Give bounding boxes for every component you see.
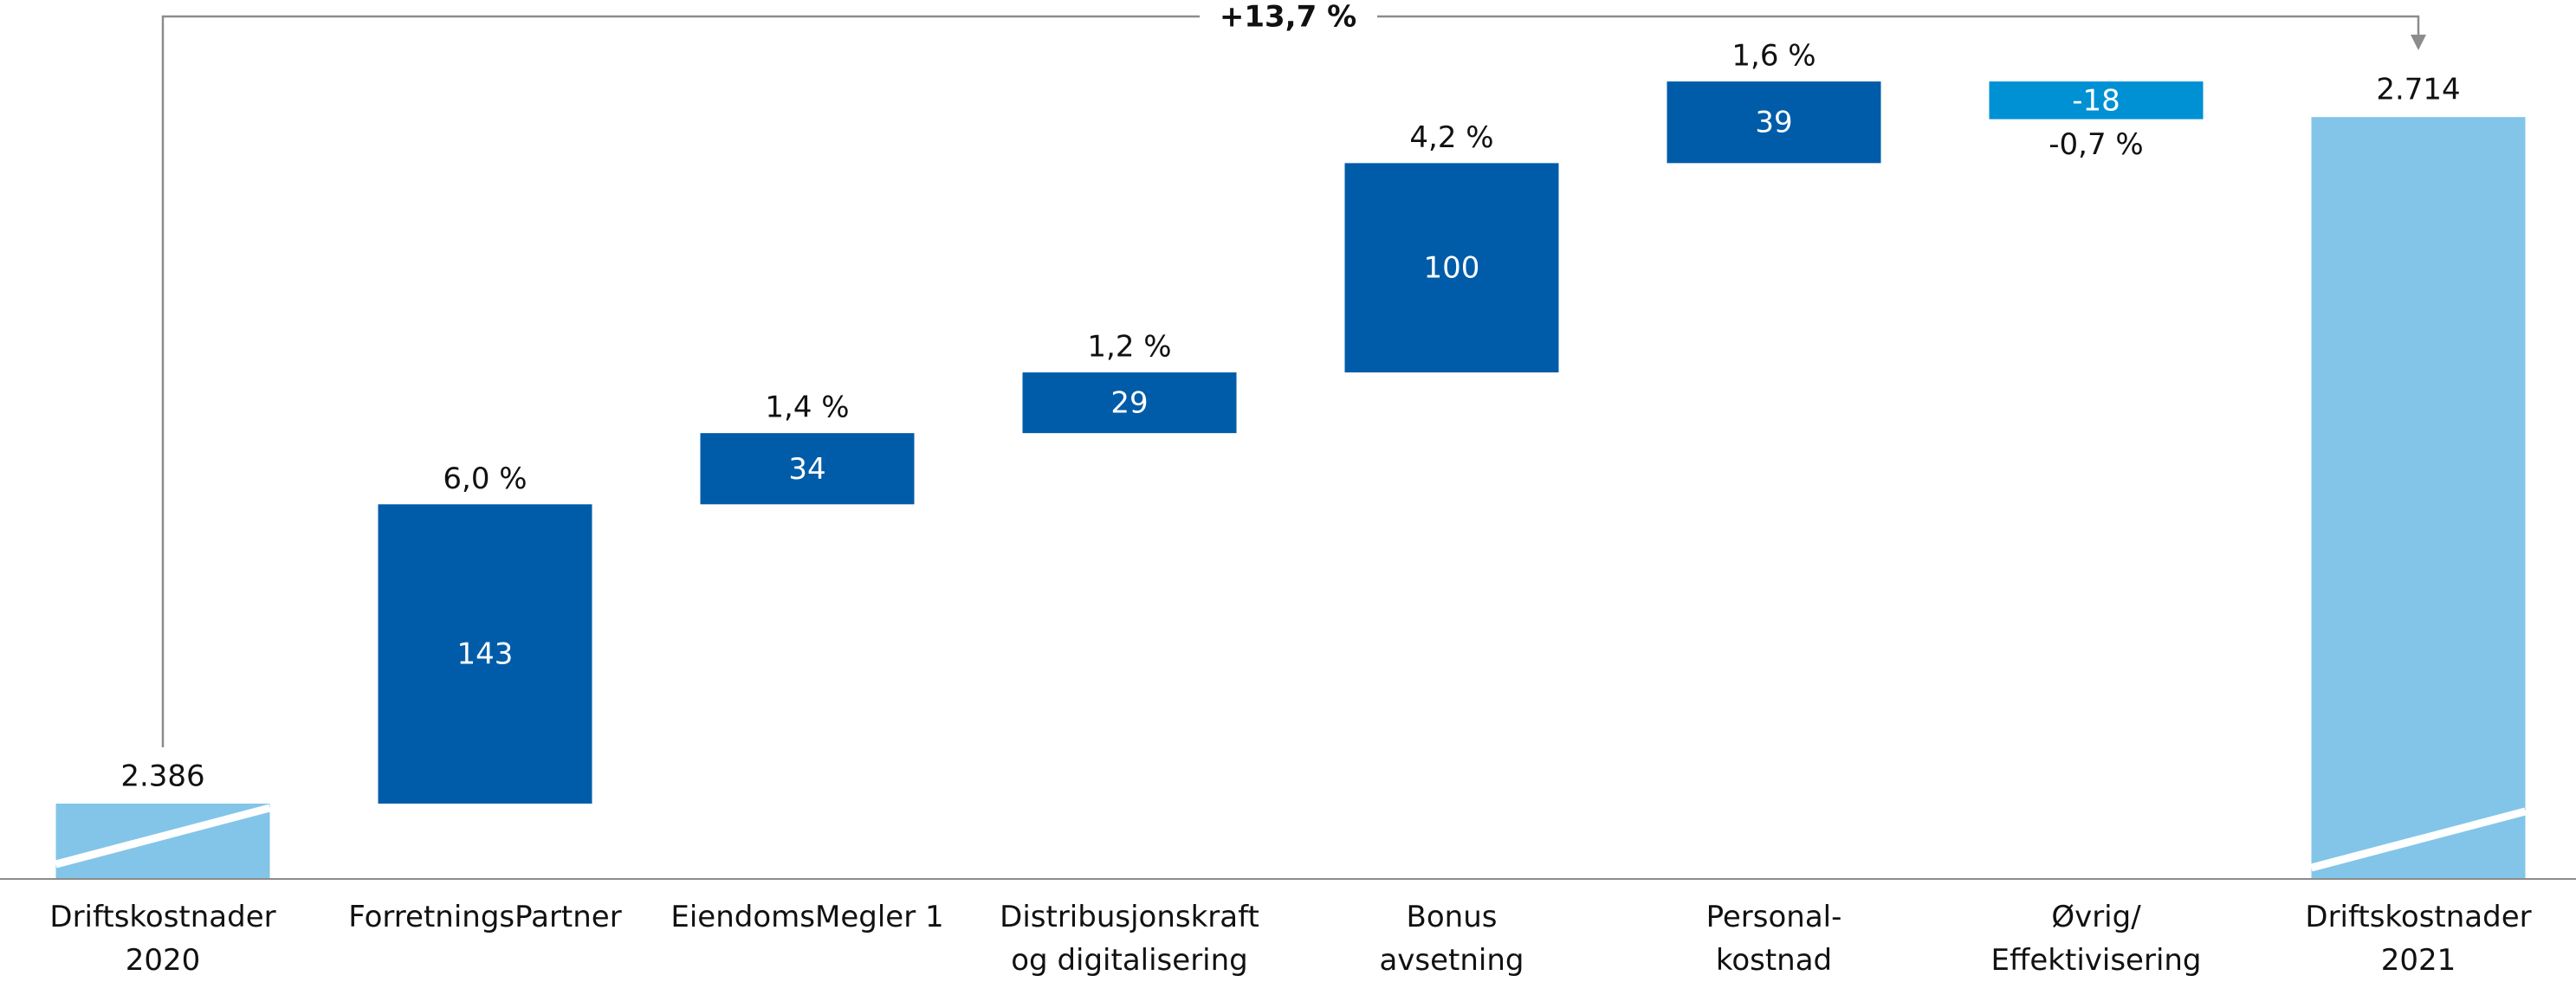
value-label: 2.386: [120, 759, 204, 793]
value-label: 39: [1755, 106, 1792, 140]
value-label: 2.714: [2376, 73, 2460, 107]
x-tick-label: Distribusjonskraft og digitalisering: [1000, 900, 1259, 978]
bracket-arrow: [2411, 35, 2426, 50]
change-label: 4,2 %: [1409, 120, 1493, 155]
change-label: -0,7 %: [2049, 127, 2143, 162]
bracket-line: [161, 15, 2420, 747]
delta-bar: [378, 504, 592, 804]
x-tick-label-line: Effektivisering: [1990, 943, 2201, 978]
x-tick-label-line: 2020: [126, 943, 201, 978]
x-tick-label-line: kostnad: [1716, 943, 1832, 978]
x-tick-label: Bonus avsetning: [1379, 900, 1524, 978]
x-tick-label: Driftskostnader 2021: [2305, 900, 2531, 978]
delta-bar: [1022, 372, 1237, 434]
total-change-bracket: [161, 15, 2426, 747]
x-tick-label-line: ForretningsPartner: [348, 900, 621, 934]
axis-break: [2310, 807, 2527, 872]
x-tick-label-line: Distribusjonskraft: [1000, 900, 1259, 934]
axis-break: [55, 804, 271, 869]
x-tick-label-line: Øvrig/: [2051, 900, 2141, 934]
change-label: 6,0 %: [443, 462, 527, 496]
x-tick-label: Øvrig/Effektivisering: [1990, 900, 2201, 978]
change-label: 1,4 %: [765, 391, 849, 425]
x-tick-label: ForretningsPartner: [348, 900, 621, 934]
delta-bar: [1667, 81, 1881, 164]
change-label: 1,6 %: [1731, 39, 1815, 74]
x-tick-label: EiendomsMegler 1: [670, 900, 943, 934]
x-tick-label: Driftskostnader 2020: [49, 900, 275, 978]
total-change-label: +13,7 %: [1220, 0, 1356, 35]
value-label: 34: [788, 452, 825, 487]
delta-bar: [700, 433, 915, 505]
x-tick-label-line: Bonus: [1407, 900, 1498, 934]
x-tick-label-line: 2021: [2381, 943, 2456, 978]
delta-bar: [1344, 163, 1559, 373]
x-tick-label-line: og digitalisering: [1011, 943, 1248, 978]
value-label: 143: [457, 637, 514, 672]
x-tick-label: Personal-kostnad: [1706, 900, 1842, 978]
value-label: 29: [1110, 386, 1148, 421]
value-label: -18: [2072, 83, 2120, 118]
change-label: 1,2 %: [1087, 330, 1171, 365]
delta-bar: [1989, 81, 2204, 120]
x-tick-label-line: Driftskostnader: [2305, 900, 2531, 934]
value-label: 100: [1424, 251, 1480, 286]
x-tick-label-line: Driftskostnader: [49, 900, 275, 934]
total-bar: [2311, 117, 2526, 879]
x-tick-label-line: avsetning: [1379, 943, 1524, 978]
x-tick-label-line: Personal-: [1706, 900, 1842, 934]
x-tick-label-line: EiendomsMegler 1: [670, 900, 943, 934]
